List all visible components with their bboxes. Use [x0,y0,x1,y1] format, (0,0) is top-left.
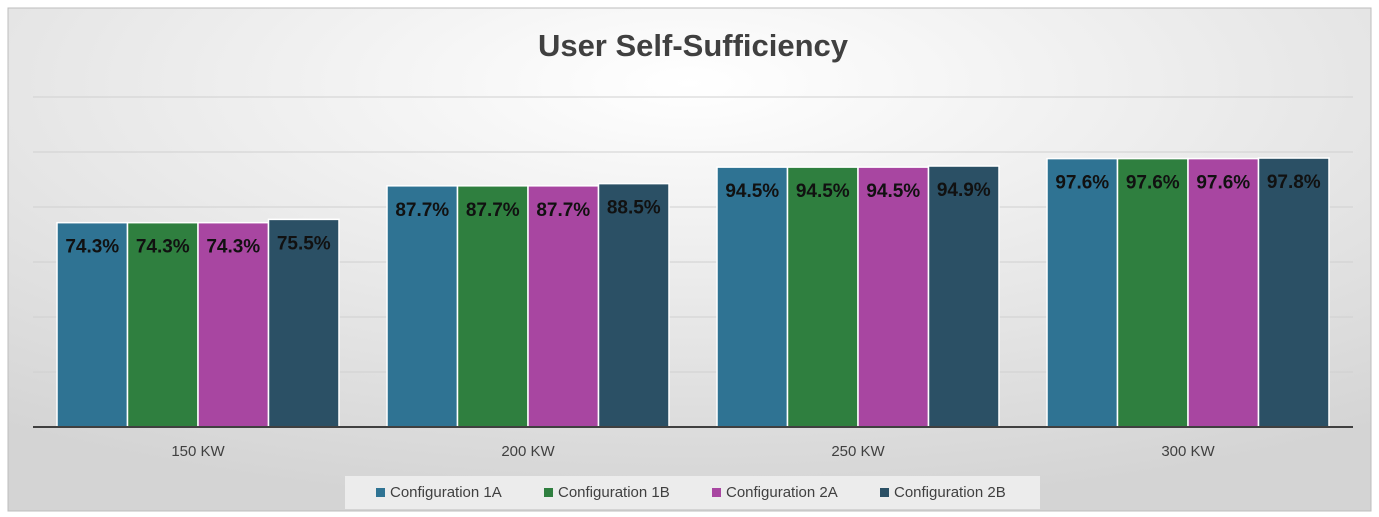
bar [857,166,930,428]
data-label: 74.3% [206,237,260,258]
legend-box [345,476,1040,509]
data-label: 94.5% [866,181,920,202]
data-label: 87.7% [395,200,449,221]
legend-label: Configuration 2B [894,484,1006,501]
data-label: 97.8% [1267,172,1321,193]
bar [527,185,600,428]
legend-swatch [376,488,385,497]
data-label: 94.5% [796,181,850,202]
data-label: 87.7% [466,200,520,221]
bar [197,221,270,428]
data-label: 87.7% [536,200,590,221]
bar [716,166,789,428]
data-label: 94.9% [937,180,991,201]
bar [1187,157,1260,428]
legend-label: Configuration 1A [390,484,502,501]
data-label: 97.6% [1126,173,1180,194]
bar [456,185,529,428]
bar [56,221,129,428]
bar [386,185,459,428]
data-label: 75.5% [277,233,331,254]
data-label: 74.3% [65,237,119,258]
legend-swatch [712,488,721,497]
legend-label: Configuration 2A [726,484,838,501]
bar [267,218,340,428]
data-label: 97.6% [1055,173,1109,194]
legend-label: Configuration 1B [558,484,670,501]
x-tick-label: 200 KW [501,443,555,460]
data-label: 97.6% [1196,173,1250,194]
bar [1116,157,1189,428]
bar [927,165,1000,428]
data-label: 88.5% [607,198,661,219]
bar [1257,157,1330,428]
x-tick-label: 300 KW [1161,443,1215,460]
legend-swatch [880,488,889,497]
data-label: 74.3% [136,237,190,258]
x-tick-label: 250 KW [831,443,885,460]
data-label: 94.5% [725,181,779,202]
chart-title: User Self-Sufficiency [538,28,849,63]
bar [786,166,859,428]
bar [597,182,670,428]
legend-swatch [544,488,553,497]
x-tick-label: 150 KW [171,443,225,460]
bar [1046,157,1119,428]
